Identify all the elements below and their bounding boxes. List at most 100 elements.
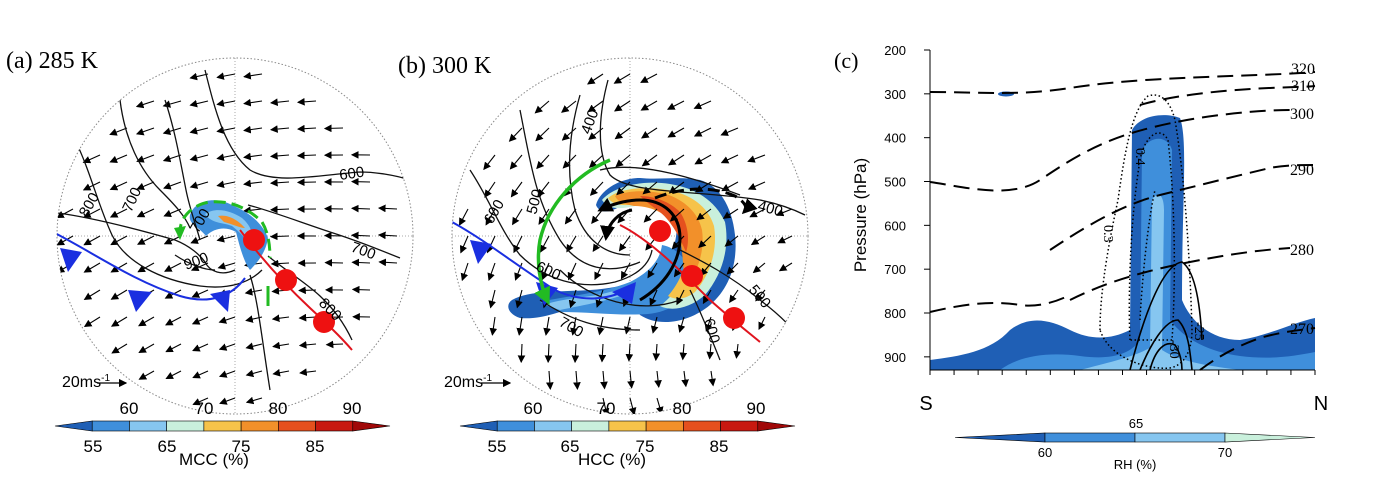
panel-a-warm-front-dot: [275, 269, 297, 291]
wind-vector: [216, 126, 236, 134]
wind-vector: [488, 289, 496, 309]
contour-label: 700: [556, 314, 586, 341]
wind-vector: [483, 154, 496, 171]
wind-vector: [592, 235, 604, 253]
wind-vector: [162, 154, 182, 163]
wind-vector: [111, 343, 128, 354]
wind-vector: [515, 289, 523, 309]
wind-vector: [510, 181, 523, 198]
panel-a: (a) 285 K: [6, 48, 414, 469]
panel-b-conveyor-belt-arrow: [597, 197, 682, 302]
wind-vector: [83, 208, 101, 218]
colorbar-tick: 65: [561, 437, 580, 456]
wind-vector: [654, 370, 662, 389]
wind-vector: [136, 154, 155, 163]
panel-c-colorbar-label: RH (%): [1114, 457, 1157, 472]
wind-vector: [377, 204, 398, 213]
panel-b-warm-front-dot: [723, 307, 745, 329]
panel-c-solid-contours: [1129, 261, 1203, 371]
panel-a-label: (a) 285 K: [6, 48, 99, 74]
wind-vector: [217, 262, 236, 270]
panel-b-cold-front-triangle: [470, 240, 492, 264]
wind-vector: [245, 342, 263, 351]
wind-vector: [755, 289, 766, 302]
wind-vector: [679, 343, 688, 361]
colorbar-tick: 55: [488, 437, 507, 456]
colorbar-segment: [91, 420, 130, 432]
panel-c-label: (c): [834, 48, 858, 73]
wind-vector: [189, 72, 209, 81]
wind-vector: [618, 235, 631, 252]
wind-vector: [350, 204, 371, 213]
wind-vector: [218, 316, 236, 324]
wind-vector: [747, 181, 766, 190]
colorbar-segment: [534, 420, 572, 432]
y-tick-label: 400: [884, 131, 906, 146]
panel-c: (c): [834, 43, 1328, 472]
wind-vector: [216, 180, 236, 189]
panel-b-hcc-shading-7: [545, 290, 626, 310]
panel-c-x-right-label: N: [1314, 393, 1328, 415]
wind-vector: [698, 235, 712, 249]
wind-vector: [514, 262, 523, 281]
wind-vector: [83, 316, 101, 328]
panel-a-cold-front-triangle: [128, 290, 152, 312]
wind-vector: [83, 262, 101, 273]
panel-b-label: (b) 300 K: [398, 53, 492, 79]
wind-vector: [110, 289, 128, 300]
wind-vector: [110, 235, 128, 246]
wind-vector: [775, 208, 793, 217]
wind-vector: [512, 208, 523, 226]
contour-label: 700: [119, 185, 145, 215]
contour-label: 900: [182, 249, 211, 274]
wind-vector: [270, 98, 290, 107]
wind-vector: [165, 316, 182, 326]
wind-vector: [269, 205, 290, 214]
panel-b-colorbar: [459, 420, 796, 432]
panel-b-map-boundary: [451, 57, 809, 415]
wind-vector: [722, 208, 739, 219]
panel-a-warm-front-dot: [313, 311, 335, 333]
wind-vector: [164, 262, 182, 272]
panel-a-vector-scale-label: 20ms-1: [62, 373, 110, 391]
wind-vector: [627, 370, 635, 389]
wind-vector: [138, 370, 155, 380]
wind-vector: [516, 316, 525, 336]
wind-vector: [109, 154, 128, 163]
panel-a-trowal-line: [178, 200, 272, 259]
wind-vector: [377, 231, 398, 240]
wind-vector: [720, 127, 739, 136]
wind-vector: [269, 125, 290, 133]
y-tick-label: 200: [884, 43, 906, 58]
wind-vector: [163, 181, 182, 190]
wind-vector: [568, 289, 577, 309]
wind-vector: [487, 262, 496, 281]
theta-label: 280: [1290, 242, 1314, 259]
wind-vector: [484, 181, 496, 198]
wind-vector: [570, 316, 578, 336]
wind-vector: [350, 231, 371, 240]
wind-vector: [543, 316, 551, 336]
wind-vector: [269, 178, 290, 187]
wind-vector: [219, 397, 236, 405]
colorbar-tick: 80: [269, 399, 288, 418]
wind-vector: [109, 208, 128, 218]
wind-vector: [192, 343, 209, 352]
wind-vector: [641, 154, 658, 167]
wind-vector: [165, 343, 182, 353]
wind-vector: [83, 235, 101, 246]
wind-vector: [270, 259, 290, 268]
wind-vector: [777, 235, 793, 244]
contour-label: 400: [756, 197, 785, 220]
inner-label: -25: [1191, 322, 1206, 341]
wind-vector: [573, 370, 581, 391]
panel-a-warm-front-dot: [243, 229, 265, 251]
theta-label: 270: [1290, 321, 1314, 338]
wind-vector: [613, 73, 631, 84]
panel-c-rh-shading: [930, 91, 1315, 370]
inner-label: 0.3: [1100, 225, 1115, 243]
wind-vector: [589, 181, 604, 196]
wind-vector: [109, 127, 128, 136]
wind-vector: [298, 313, 317, 322]
panel-a-cold-front: [57, 227, 246, 301]
